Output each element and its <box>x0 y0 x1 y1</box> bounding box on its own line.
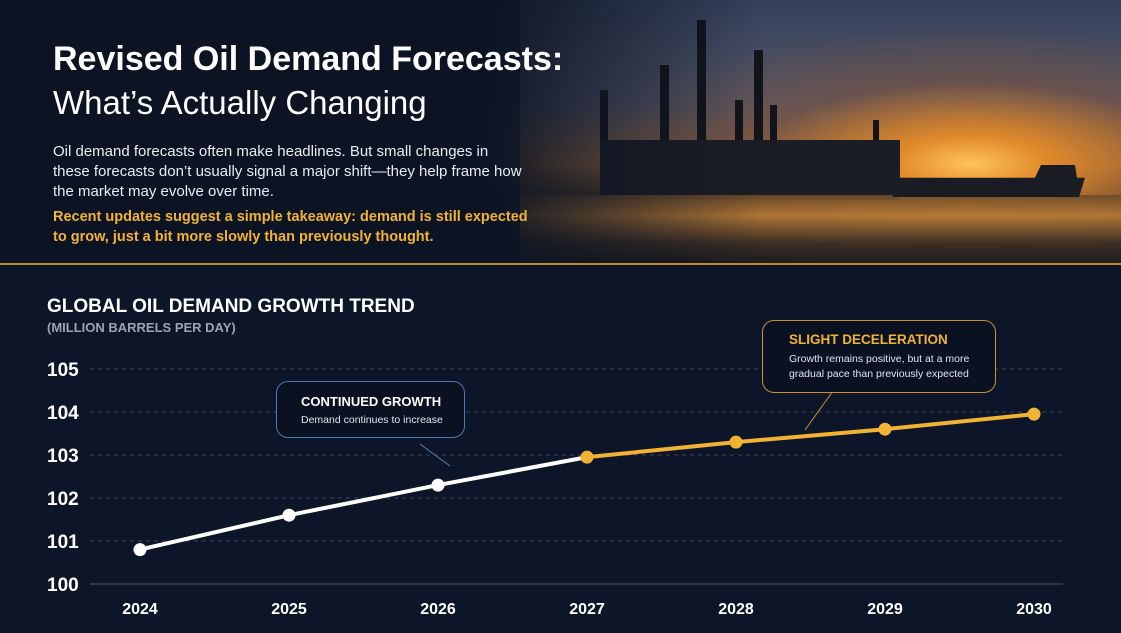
data-point <box>431 478 445 492</box>
y-tick-label: 104 <box>47 403 79 424</box>
callout-title: CONTINUED GROWTH <box>301 394 442 409</box>
x-tick-label: 2028 <box>718 601 754 618</box>
callout-slight-deceleration: SLIGHT DECELERATION Growth remains posit… <box>762 320 996 393</box>
callout-leader <box>419 443 451 467</box>
callout-continued-growth: CONTINUED GROWTH Demand continues to inc… <box>276 381 465 438</box>
x-tick-label: 2027 <box>569 601 605 618</box>
page-title: Revised Oil Demand Forecasts: <box>53 40 564 78</box>
callout-body: Demand continues to increase <box>301 414 443 426</box>
data-point <box>282 508 296 522</box>
data-point <box>878 422 892 436</box>
data-point <box>580 450 594 464</box>
x-tick-label: 2029 <box>867 601 903 618</box>
y-tick-label: 105 <box>47 360 79 381</box>
data-point <box>729 435 743 449</box>
series-line <box>139 455 588 552</box>
chart-subtitle: (MILLION BARRELS PER DAY) <box>47 320 236 335</box>
data-point <box>133 543 147 557</box>
y-tick-label: 102 <box>47 489 79 510</box>
series-line <box>586 412 1035 460</box>
data-point <box>1027 407 1041 421</box>
section-divider <box>0 263 1121 265</box>
hero-banner <box>0 0 1121 264</box>
y-tick-label: 101 <box>47 532 79 553</box>
page-subtitle: What’s Actually Changing <box>53 84 427 121</box>
x-tick-label: 2024 <box>122 601 158 618</box>
callout-body: Growth remains positive, but at a more g… <box>789 353 970 380</box>
x-tick-label: 2030 <box>1016 601 1052 618</box>
chart-title: GLOBAL OIL DEMAND GROWTH TREND <box>47 296 415 317</box>
y-tick-label: 103 <box>47 446 79 467</box>
intro-text: Oil demand forecasts often make headline… <box>53 143 522 200</box>
callout-title: SLIGHT DECELERATION <box>789 332 948 347</box>
takeaway-text: Recent updates suggest a simple takeaway… <box>53 209 528 245</box>
callout-leader <box>804 390 834 431</box>
x-tick-label: 2025 <box>271 601 307 618</box>
x-tick-label: 2026 <box>420 601 456 618</box>
y-tick-label: 100 <box>47 575 79 596</box>
